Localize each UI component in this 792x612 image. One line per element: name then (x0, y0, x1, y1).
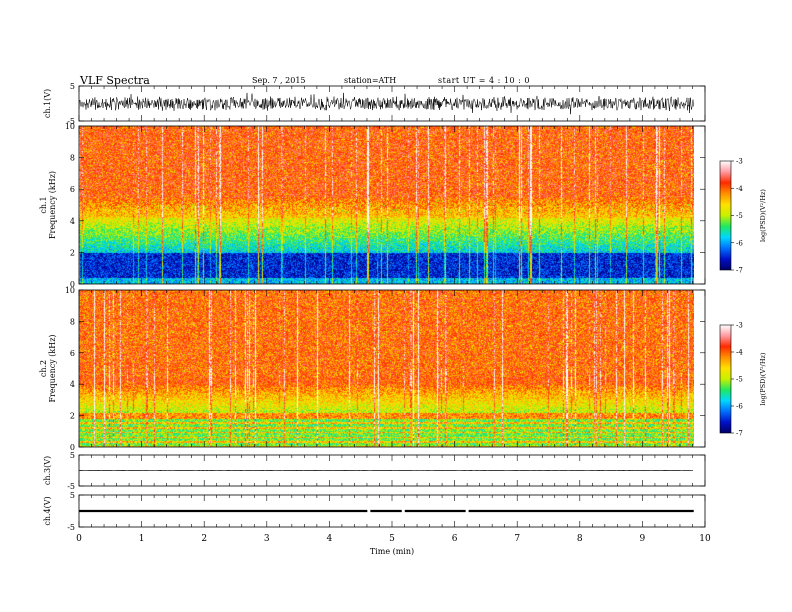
y-tick-label: 5 (70, 82, 75, 91)
colorbar-ch2 (719, 324, 732, 434)
y-tick-label: -5 (67, 523, 75, 532)
colorbar-label: log(PSD)(V²/Hz) (759, 352, 767, 405)
colorbar-tick-label: -5 (736, 212, 743, 220)
y-axis-label: ch.1(V) (43, 89, 52, 118)
y-tick-label: 6 (70, 349, 75, 358)
ch2-spectrogram-image (79, 290, 694, 447)
y-tick-label: 8 (70, 317, 75, 326)
ch4-waveform-band (404, 509, 466, 513)
y-axis-label: ch.4(V) (43, 496, 52, 525)
colorbar-tick-label: -6 (736, 403, 743, 411)
x-tick-label: 5 (389, 534, 395, 544)
y-axis-label: ch.2 (39, 360, 48, 377)
x-tick-label: 0 (76, 534, 82, 544)
x-tick-label: 4 (327, 534, 333, 544)
ch4-waveform-band (370, 509, 402, 513)
x-tick-label: 9 (640, 534, 646, 544)
colorbar-tick-label: -4 (736, 349, 743, 357)
y-axis-label: ch.1 (39, 196, 48, 213)
y-tick-label: 5 (70, 451, 75, 460)
y-tick-label: 10 (65, 122, 75, 131)
colorbar-ch1 (719, 160, 732, 271)
x-tick-label: 6 (452, 534, 458, 544)
start-time-label: start UT = 4 : 10 : 0 (438, 76, 530, 85)
y-tick-label: 0 (70, 280, 75, 289)
colorbar-tick-label: -3 (736, 322, 743, 330)
colorbar-tick-label: -7 (736, 267, 743, 275)
ch1-waveform-line (78, 92, 694, 115)
x-tick-label: 1 (139, 534, 145, 544)
x-tick-label: 7 (514, 534, 520, 544)
colorbar-tick-label: -3 (736, 158, 743, 166)
y-axis-label: Frequency (kHz) (48, 334, 57, 402)
y-tick-label: 4 (70, 217, 75, 226)
y-tick-label: -5 (67, 117, 75, 126)
y-tick-label: -5 (67, 482, 75, 491)
station-label: station=ATH (344, 76, 397, 85)
figure-title: VLF Spectra (80, 74, 150, 87)
ch4-waveform-band (468, 509, 694, 513)
y-axis-label: Frequency (kHz) (48, 171, 57, 239)
y-tick-label: 0 (70, 443, 75, 452)
y-tick-label: 2 (70, 248, 75, 257)
colorbar-tick-label: -5 (736, 376, 743, 384)
date-label: Sep. 7 , 2015 (252, 76, 306, 85)
y-tick-label: 8 (70, 154, 75, 163)
colorbar-tick-label: -4 (736, 185, 743, 193)
y-tick-label: 10 (65, 286, 75, 295)
x-tick-label: 10 (699, 534, 711, 544)
y-tick-label: 6 (70, 185, 75, 194)
x-tick-label: 3 (264, 534, 270, 544)
y-tick-label: 4 (70, 380, 75, 389)
x-tick-label: 2 (201, 534, 207, 544)
y-axis-label: ch.3(V) (43, 456, 52, 485)
colorbar-tick-label: -6 (736, 239, 743, 247)
x-tick-label: 8 (577, 534, 583, 544)
y-tick-label: 5 (70, 491, 75, 500)
ch4-waveform-band (79, 509, 368, 513)
colorbar-tick-label: -7 (736, 430, 743, 438)
ch1-spectrogram-image (79, 126, 694, 284)
x-axis-label: Time (min) (370, 547, 414, 556)
y-tick-label: 2 (70, 412, 75, 421)
colorbar-label: log(PSD)(V²/Hz) (759, 189, 767, 242)
